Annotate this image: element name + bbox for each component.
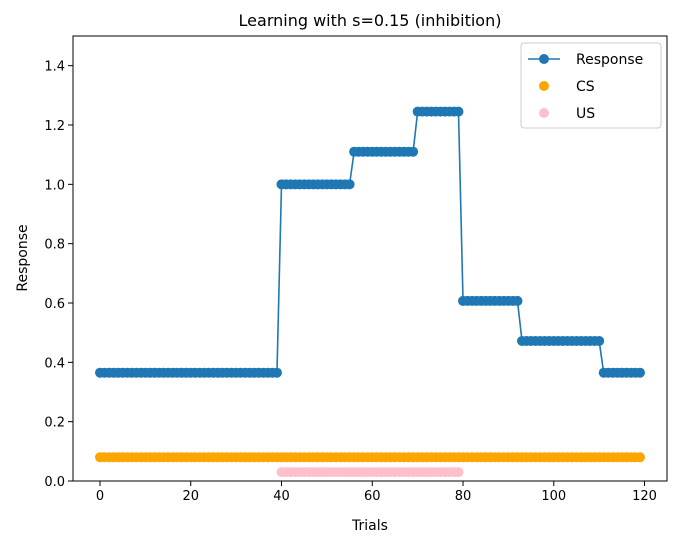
y-axis: 0.0 0.2 0.4 0.6 0.8 1.0 1.2 1.4 [44, 60, 73, 490]
point-response [344, 179, 355, 190]
x-tick-label: 120 [632, 489, 657, 504]
legend-cs-marker [539, 81, 549, 91]
point-us [453, 467, 464, 478]
y-tick-label: 0.4 [44, 356, 65, 371]
y-tick-label: 1.0 [44, 178, 65, 193]
plot-area [72, 35, 668, 482]
y-tick-label: 0.0 [44, 475, 65, 490]
point-response [512, 295, 523, 306]
legend: Response CS US [520, 42, 662, 129]
x-tick-label: 60 [364, 489, 381, 504]
legend-us-marker [539, 108, 549, 118]
y-tick-label: 1.4 [44, 60, 65, 75]
legend-label-cs: CS [576, 79, 595, 95]
x-tick-label: 0 [96, 489, 104, 504]
x-axis: 0 20 40 60 80 100 120 [96, 481, 657, 504]
y-tick-label: 0.2 [44, 416, 65, 431]
y-tick-label: 1.2 [44, 119, 65, 134]
y-axis-label: Response [15, 224, 31, 291]
x-tick-label: 100 [541, 489, 566, 504]
x-tick-label: 80 [455, 489, 472, 504]
point-response [271, 367, 282, 378]
y-tick-label: 0.8 [44, 238, 65, 253]
axes-frame [72, 35, 668, 482]
point-response [453, 106, 464, 117]
x-axis-label: Trials [351, 518, 388, 534]
legend-response-marker [539, 54, 549, 64]
point-response [408, 146, 419, 157]
legend-box [520, 42, 662, 129]
x-tick-label: 20 [182, 489, 199, 504]
point-response [594, 335, 605, 346]
chart-title: Learning with s=0.15 (inhibition) [239, 11, 502, 30]
point-cs [635, 452, 645, 463]
legend-label-us: US [576, 106, 595, 122]
y-tick-label: 0.6 [44, 297, 65, 312]
legend-label-response: Response [576, 52, 643, 68]
data-layer [95, 106, 645, 478]
x-tick-label: 40 [273, 489, 290, 504]
point-response [635, 367, 645, 378]
